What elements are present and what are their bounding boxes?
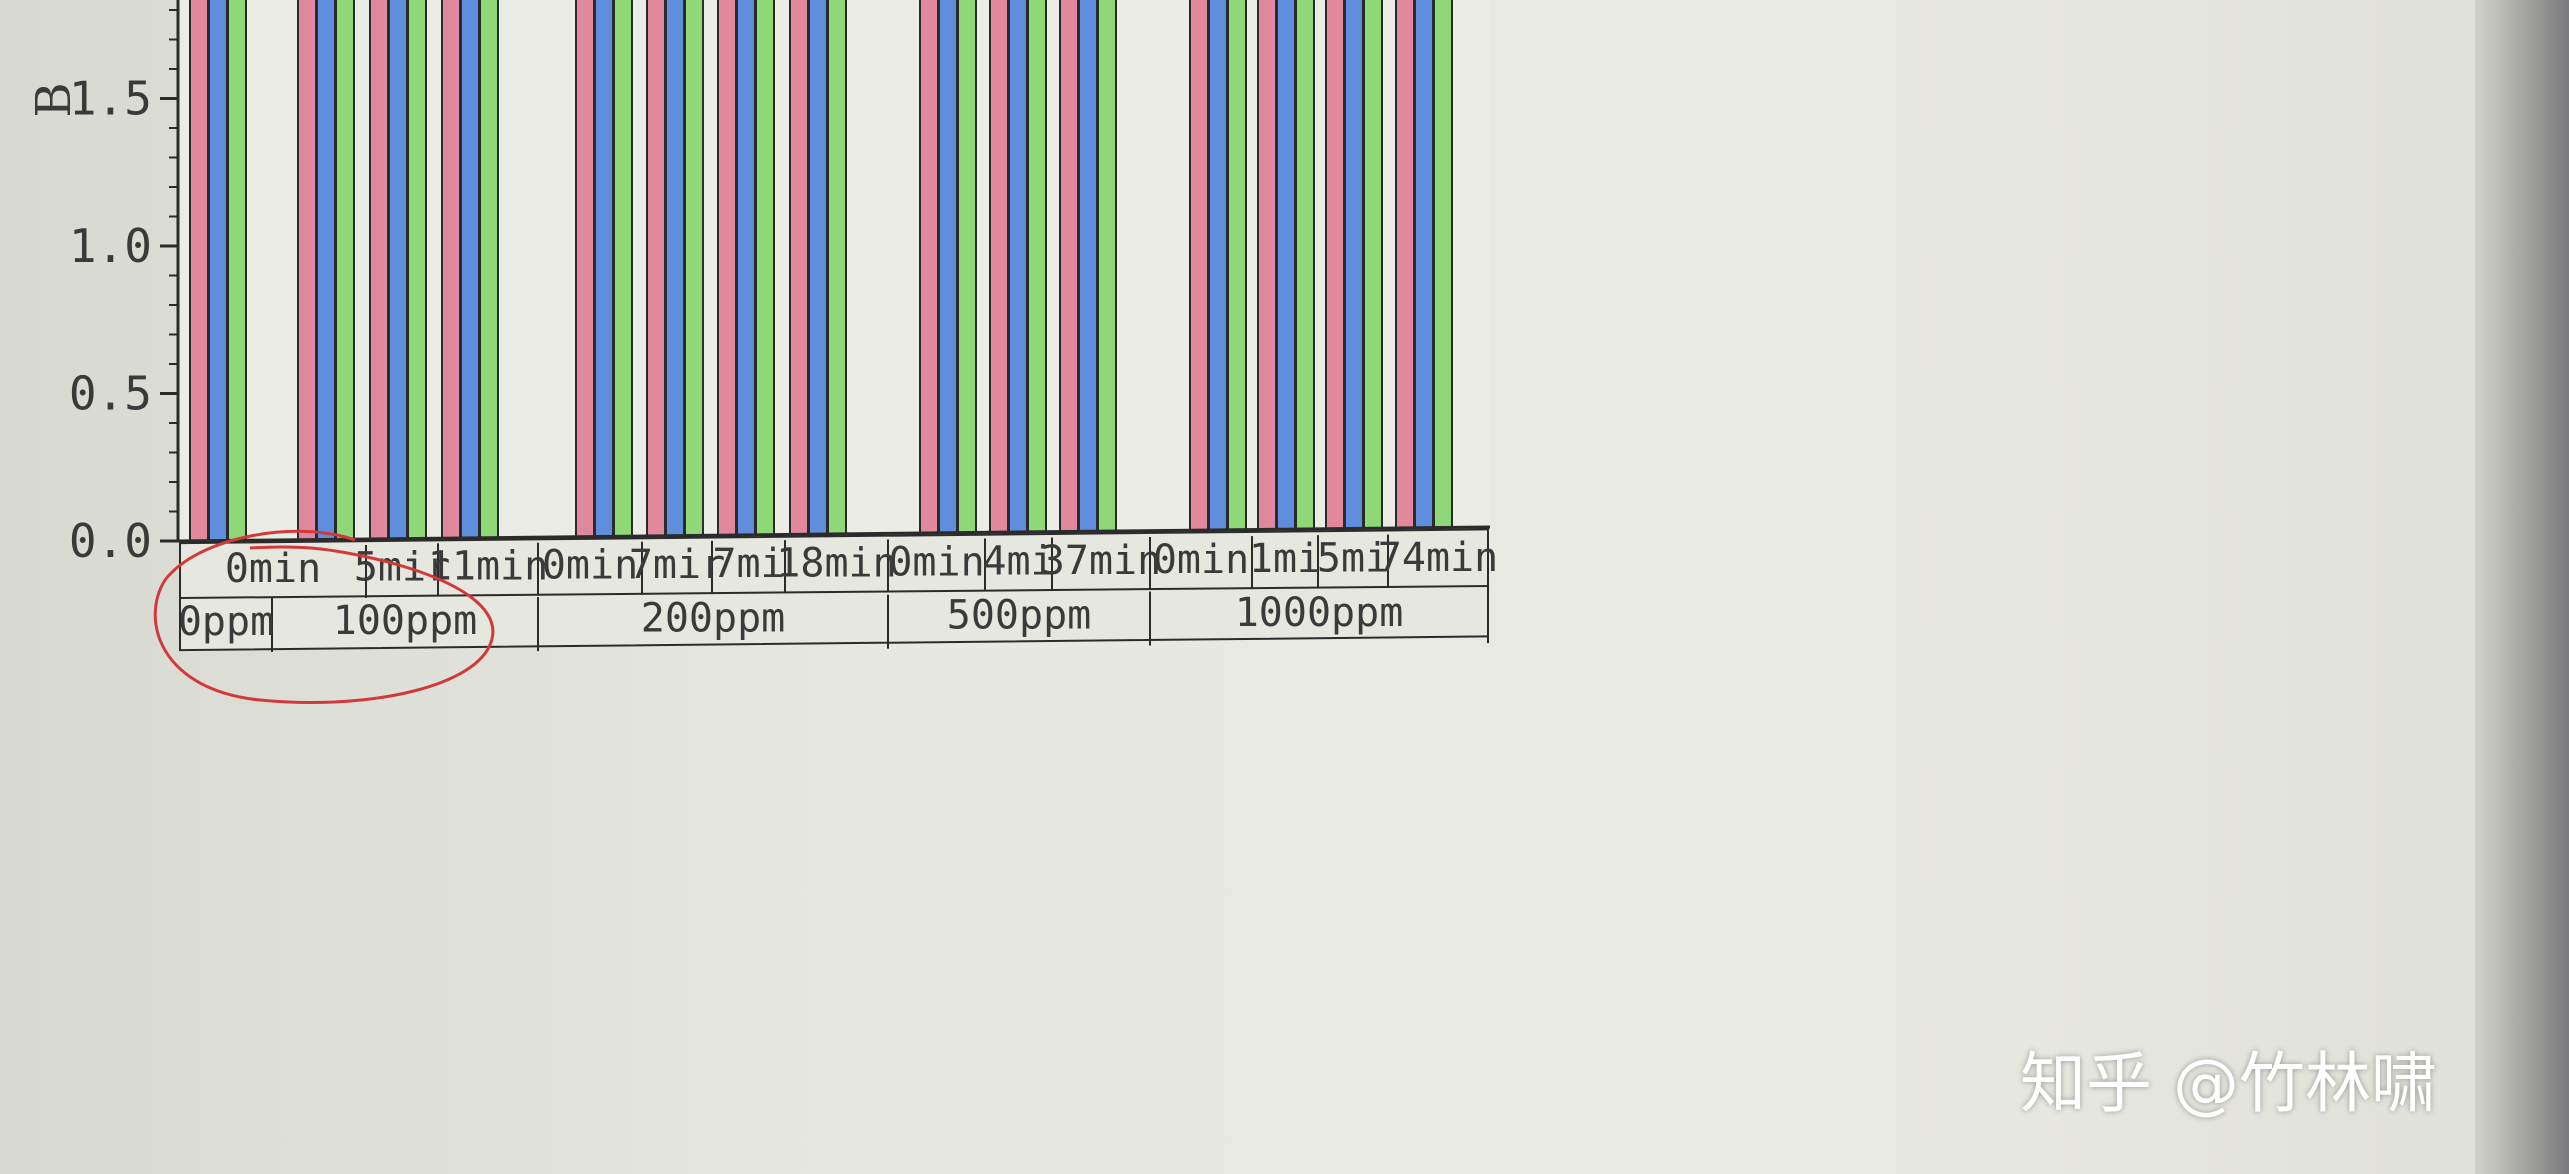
bar <box>316 0 336 541</box>
y-tick-label: 0.5 <box>69 367 152 421</box>
y-tick-label: 1.0 <box>69 219 152 273</box>
y-tick-label: 1.5 <box>69 72 152 126</box>
y-tick-label: 0.0 <box>69 514 152 568</box>
watermark: 知乎 @竹林啸 <box>2020 1045 2437 1122</box>
bar <box>989 0 1009 534</box>
bar <box>388 0 408 540</box>
bar <box>460 0 480 539</box>
bar <box>789 0 809 536</box>
x-group-label: 500ppm <box>947 593 1092 639</box>
x-tick-label: 74min <box>1378 535 1498 581</box>
red-circle-annotation <box>153 529 495 705</box>
x-tick-label: 4mi <box>982 539 1054 585</box>
bar <box>208 0 228 542</box>
bar <box>1027 0 1047 533</box>
bar <box>1189 0 1209 532</box>
x-tick-label: 0min <box>542 543 638 589</box>
bar <box>1059 0 1079 533</box>
bar <box>369 0 389 540</box>
bar <box>1097 0 1117 533</box>
x-tick-label: 7mi <box>712 541 784 587</box>
bar <box>646 0 666 537</box>
bar <box>684 0 704 537</box>
bar <box>335 0 355 541</box>
bar <box>957 0 977 534</box>
bar <box>1208 0 1228 531</box>
x-group-label: 0ppm <box>178 599 274 645</box>
bar <box>717 0 737 537</box>
x-tick-label: 7mir <box>629 542 725 588</box>
bar <box>407 0 427 540</box>
bar <box>1325 0 1345 530</box>
x-axis-line <box>177 525 1491 543</box>
x-tick-label: 0min <box>1153 537 1249 583</box>
bar <box>1276 0 1296 531</box>
x-tick-label: 1mi <box>1249 536 1321 582</box>
bar <box>1257 0 1277 531</box>
table-row-divider <box>179 585 1489 599</box>
monitor-edge <box>2475 0 2569 1174</box>
bar <box>755 0 775 536</box>
x-group-label: 100ppm <box>333 598 478 644</box>
x-tick-label: 5mi <box>1317 536 1389 582</box>
x-group-label: 1000ppm <box>1235 590 1404 636</box>
bar <box>1414 0 1434 529</box>
bar <box>441 0 461 540</box>
bar <box>479 0 499 539</box>
bar <box>1078 0 1098 533</box>
bar <box>297 0 317 541</box>
bar <box>1295 0 1315 531</box>
bar <box>613 0 633 538</box>
x-group-label: 200ppm <box>641 596 786 642</box>
y-axis-title: B <box>26 82 82 117</box>
bar <box>575 0 595 538</box>
bar <box>189 0 209 542</box>
bar <box>1433 0 1453 529</box>
bar <box>1363 0 1383 530</box>
bar <box>938 0 958 534</box>
bar <box>1008 0 1028 534</box>
x-tick-label: 18min <box>776 540 896 586</box>
bar <box>919 0 939 535</box>
x-tick-label: 0min <box>888 540 984 586</box>
x-tick-label: 0min <box>225 546 321 592</box>
bar <box>665 0 685 537</box>
bar <box>808 0 828 536</box>
bar <box>1227 0 1247 531</box>
bar <box>1344 0 1364 530</box>
bar <box>1395 0 1415 530</box>
bar <box>594 0 614 538</box>
bar <box>736 0 756 537</box>
bar <box>827 0 847 536</box>
x-tick-label: 37min <box>1041 538 1161 584</box>
bar <box>227 0 247 542</box>
